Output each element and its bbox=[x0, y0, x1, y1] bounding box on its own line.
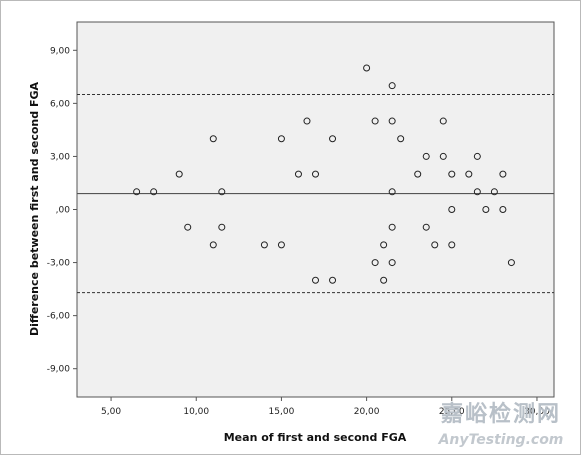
data-point-11 bbox=[294, 170, 302, 178]
data-point-38 bbox=[473, 152, 481, 160]
watermark-english-text: AnyTesting.com bbox=[438, 432, 564, 448]
y-tick-label-3: ,00 bbox=[56, 206, 71, 216]
data-point-16 bbox=[329, 276, 337, 284]
data-point-23 bbox=[388, 117, 396, 125]
data-point-12 bbox=[303, 117, 311, 125]
data-point-34 bbox=[448, 170, 456, 178]
data-point-10 bbox=[277, 241, 285, 249]
data-point-8 bbox=[260, 241, 268, 249]
data-point-42 bbox=[499, 170, 507, 178]
x-axis-title: Mean of first and second FGA bbox=[224, 431, 407, 444]
data-point-37 bbox=[465, 170, 473, 178]
data-point-7 bbox=[218, 223, 226, 231]
data-point-21 bbox=[380, 276, 388, 284]
data-point-18 bbox=[371, 117, 379, 125]
data-point-24 bbox=[388, 188, 396, 196]
x-tick-label-3: 20,00 bbox=[354, 407, 380, 417]
data-point-41 bbox=[490, 188, 498, 196]
data-point-25 bbox=[388, 223, 396, 231]
data-point-19 bbox=[371, 259, 379, 267]
y-tick-label-1: 6,00 bbox=[50, 99, 70, 109]
data-point-0 bbox=[133, 188, 141, 196]
x-tick-label-1: 10,00 bbox=[183, 407, 209, 417]
x-tick-label-5: 30,00 bbox=[524, 407, 550, 417]
y-tick-label-0: 9,00 bbox=[50, 46, 70, 56]
data-point-1 bbox=[150, 188, 158, 196]
data-point-44 bbox=[507, 259, 515, 267]
data-point-14 bbox=[312, 276, 319, 284]
y-tick-label-2: 3,00 bbox=[50, 152, 70, 162]
data-point-30 bbox=[422, 223, 430, 231]
data-point-6 bbox=[218, 188, 226, 196]
data-point-22 bbox=[388, 82, 396, 90]
data-point-17 bbox=[363, 64, 371, 72]
data-point-27 bbox=[397, 135, 405, 143]
data-point-33 bbox=[439, 152, 447, 160]
data-point-28 bbox=[414, 170, 422, 178]
data-point-36 bbox=[448, 241, 456, 249]
data-point-3 bbox=[184, 223, 192, 231]
data-point-43 bbox=[499, 206, 507, 213]
data-point-15 bbox=[329, 135, 337, 143]
data-point-9 bbox=[277, 135, 285, 143]
data-point-5 bbox=[209, 241, 217, 249]
data-point-32 bbox=[439, 117, 447, 125]
data-point-13 bbox=[312, 170, 319, 178]
data-point-29 bbox=[422, 152, 430, 160]
y-tick-label-6: -9,00 bbox=[47, 365, 71, 375]
data-points bbox=[133, 64, 515, 284]
x-tick-label-4: 25,00 bbox=[439, 407, 465, 417]
data-point-35 bbox=[448, 206, 456, 213]
y-tick-label-4: -3,00 bbox=[47, 259, 71, 269]
data-point-2 bbox=[175, 170, 183, 178]
x-tick-label-2: 15,00 bbox=[269, 407, 295, 417]
data-point-40 bbox=[482, 206, 490, 213]
y-axis-ticks: 9,00 6,00 3,00 ,00 -3,00 -6,00 -9,00 bbox=[47, 46, 77, 375]
plot-area bbox=[76, 21, 555, 398]
data-point-20 bbox=[380, 241, 388, 249]
watermark-chinese-text: 嘉峪检测网 bbox=[441, 401, 561, 427]
y-axis-title: Difference between first and second FGA bbox=[28, 82, 41, 336]
x-tick-label-0: 5,00 bbox=[101, 407, 121, 417]
data-point-31 bbox=[431, 241, 439, 249]
x-axis-ticks: 5,00 10,00 15,00 20,00 25,00 30,00 bbox=[101, 397, 550, 417]
data-point-39 bbox=[473, 188, 481, 196]
y-tick-label-5: -6,00 bbox=[47, 312, 71, 322]
data-point-26 bbox=[388, 259, 396, 267]
data-point-4 bbox=[209, 135, 217, 143]
